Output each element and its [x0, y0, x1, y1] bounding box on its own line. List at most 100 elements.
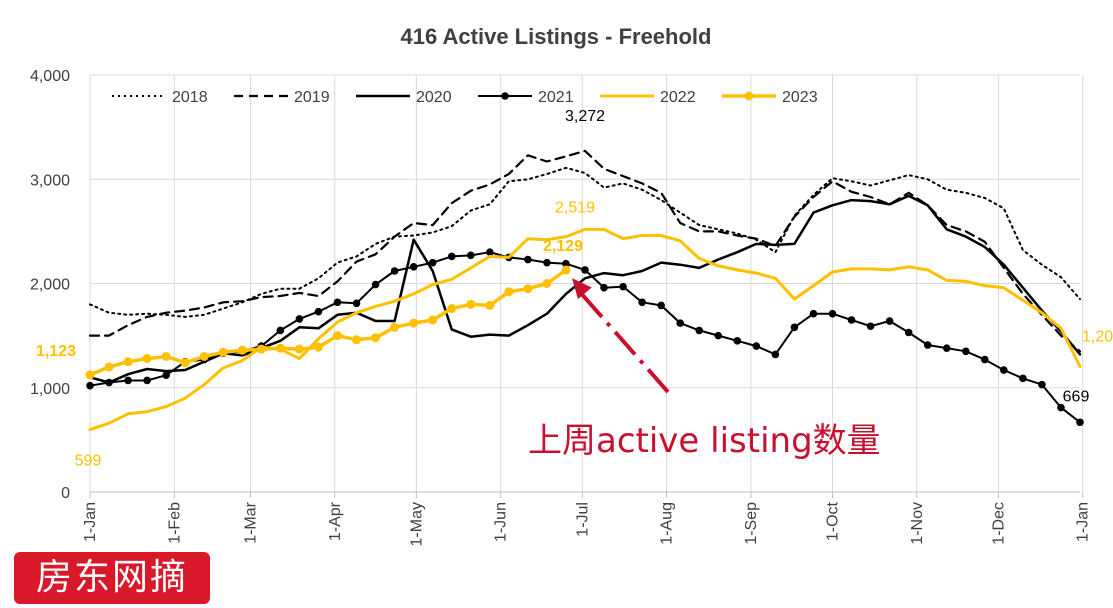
point-2023 — [561, 265, 571, 275]
y-tick-label: 0 — [61, 485, 70, 502]
data-label: 2,129 — [543, 238, 583, 255]
point-2021 — [295, 315, 304, 323]
legend-label-2022: 2022 — [660, 89, 696, 106]
point-2021 — [847, 316, 856, 324]
x-tick-label: 1-Dec — [990, 502, 1007, 545]
data-label: 669 — [1063, 388, 1090, 405]
point-2023 — [199, 351, 209, 361]
point-2021 — [961, 347, 970, 356]
data-label: 1,204 — [1082, 328, 1113, 345]
point-2021 — [352, 299, 361, 308]
point-2023 — [333, 331, 342, 341]
point-2021 — [638, 298, 646, 307]
point-2021 — [162, 371, 170, 380]
legend-label-2023: 2023 — [782, 89, 818, 106]
series-line-2022 — [88, 227, 1082, 432]
point-2023 — [237, 345, 247, 355]
x-tick-label: 1-Jun — [493, 502, 510, 542]
watermark-logo: 房东网摘 — [14, 552, 210, 604]
point-2021 — [809, 309, 818, 318]
point-2023 — [447, 304, 457, 314]
point-2021 — [486, 248, 494, 257]
point-2021 — [885, 317, 894, 325]
point-2021 — [314, 307, 323, 316]
x-tick-label: 1-Mar — [242, 501, 259, 543]
point-2023 — [275, 343, 285, 353]
legend-marker-2021 — [501, 92, 509, 100]
data-labels: 3,272 2,519 2,129 1,123 599 669 1,204 — [36, 108, 1113, 470]
gridlines — [89, 74, 1084, 493]
annotation-text: 上周active listing数量 — [528, 421, 881, 461]
point-2023 — [85, 370, 95, 380]
point-2021 — [143, 376, 151, 385]
point-2021 — [752, 342, 761, 350]
point-2021 — [657, 301, 665, 310]
point-2021 — [466, 251, 475, 260]
point-2021 — [543, 258, 551, 267]
point-2021 — [562, 259, 570, 268]
point-2021 — [428, 258, 437, 267]
legend-label-2020: 2020 — [416, 89, 452, 106]
point-2021 — [866, 322, 875, 331]
point-2023 — [294, 344, 304, 354]
point-2023 — [428, 315, 438, 325]
x-tick-label: 1-Apr — [327, 501, 344, 541]
point-2021 — [447, 252, 456, 261]
axes: 0 1,000 2,000 3,000 4,000 1-Jan 1-Feb 1-Mar 1-Ap… — [30, 68, 1092, 546]
y-tick-label: 3,000 — [30, 172, 70, 189]
data-label: 3,272 — [565, 108, 605, 125]
x-tick-label: 1-Jan — [1075, 502, 1092, 542]
point-2021 — [276, 326, 285, 335]
x-tick-label: 1-Jan — [82, 502, 99, 542]
y-tick-label: 4,000 — [30, 68, 70, 85]
legend-label-2021: 2021 — [538, 89, 574, 106]
point-2021 — [828, 309, 837, 318]
point-2023 — [523, 284, 533, 294]
point-2021 — [1038, 380, 1046, 389]
y-tick-label: 1,000 — [30, 381, 70, 398]
x-tick-label: 1-Feb — [166, 502, 183, 544]
point-2021 — [942, 344, 951, 352]
point-2021 — [1057, 403, 1065, 412]
point-2023 — [542, 279, 552, 288]
annotation-arrow-line — [578, 290, 670, 394]
chart-title: 416 Active Listings - Freehold — [401, 24, 712, 49]
x-tick-label: 1-Sep — [743, 502, 760, 545]
data-label: 599 — [75, 453, 102, 470]
point-2021 — [676, 319, 684, 327]
point-2021 — [124, 376, 132, 385]
point-2021 — [771, 350, 780, 359]
legend: 2018 2019 2020 2021 2022 2023 — [112, 89, 818, 106]
point-2021 — [333, 298, 342, 307]
x-tick-label: 1-Jul — [574, 502, 591, 537]
point-2023 — [313, 342, 323, 352]
series-line-2019 — [88, 149, 1082, 353]
point-2023 — [218, 347, 228, 357]
point-2021 — [86, 381, 94, 390]
point-2023 — [142, 354, 152, 364]
y-tick-label: 2,000 — [30, 277, 70, 294]
point-2023 — [371, 333, 381, 343]
point-2021 — [1076, 418, 1084, 427]
x-tick-label: 1-Nov — [909, 502, 926, 545]
data-label: 1,123 — [36, 343, 76, 360]
series-line-2018 — [89, 166, 1081, 318]
point-2021 — [371, 280, 380, 289]
point-2021 — [524, 255, 532, 264]
legend-label-2019: 2019 — [294, 89, 330, 106]
point-2023 — [123, 357, 133, 367]
point-2021 — [600, 283, 608, 292]
point-2021 — [904, 328, 913, 337]
point-2021 — [619, 282, 627, 291]
annotation: 上周active listing数量 — [528, 278, 881, 461]
x-tick-label: 1-Oct — [825, 501, 842, 541]
point-2023 — [504, 287, 514, 297]
series-lines — [85, 149, 1084, 432]
x-tick-label: 1-May — [408, 502, 425, 546]
point-2023 — [485, 300, 495, 310]
point-2023 — [180, 358, 190, 368]
point-2023 — [256, 344, 266, 354]
point-2021 — [714, 331, 723, 340]
